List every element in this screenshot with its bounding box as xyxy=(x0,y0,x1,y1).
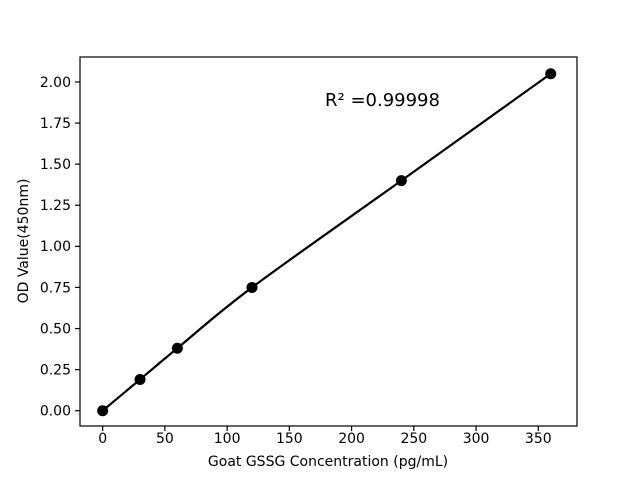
y-tick-label: 0.50 xyxy=(40,321,71,337)
x-tick-label: 350 xyxy=(525,431,552,447)
x-tick-label: 0 xyxy=(98,431,107,447)
data-point xyxy=(97,405,109,417)
data-point xyxy=(545,68,557,80)
y-axis-label: OD Value(450nm) xyxy=(16,178,32,304)
x-tick-label: 100 xyxy=(214,431,241,447)
data-line xyxy=(101,72,552,412)
data-point xyxy=(395,175,407,187)
x-tick-label: 250 xyxy=(400,431,427,447)
y-tick-label: 0.25 xyxy=(40,363,71,379)
y-tick-label: 1.25 xyxy=(40,198,71,214)
data-point xyxy=(246,281,258,293)
x-tick-label: 150 xyxy=(276,431,303,447)
y-tick-label: 1.00 xyxy=(40,239,71,255)
x-tick-label: 300 xyxy=(463,431,490,447)
data-point xyxy=(134,373,146,385)
x-axis-label: Goat GSSG Concentration (pg/mL) xyxy=(207,454,449,470)
y-tick-label: 0.00 xyxy=(40,404,71,420)
data-point xyxy=(171,342,183,354)
y-tick-label: 2.00 xyxy=(40,75,71,91)
x-tick-label: 200 xyxy=(338,431,365,447)
y-tick-label: 1.50 xyxy=(40,157,71,173)
y-tick-label: 1.75 xyxy=(40,116,71,132)
y-tick-label: 0.75 xyxy=(40,280,71,296)
plot-border xyxy=(79,56,578,427)
r-squared-annotation: R² =0.99998 xyxy=(325,90,440,111)
x-tick-label: 50 xyxy=(156,431,174,447)
